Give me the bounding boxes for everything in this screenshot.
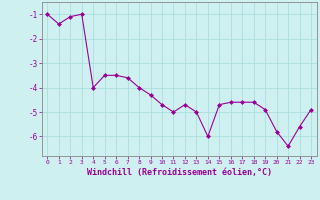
X-axis label: Windchill (Refroidissement éolien,°C): Windchill (Refroidissement éolien,°C) xyxy=(87,168,272,177)
